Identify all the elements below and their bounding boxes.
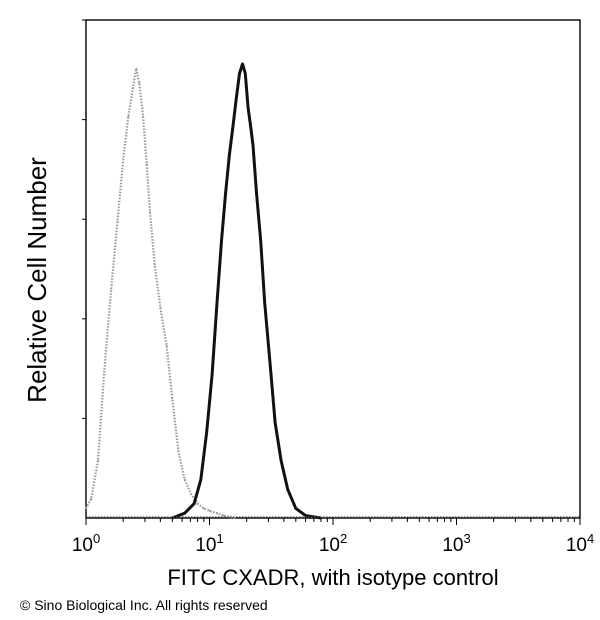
data-point-isotype-control [110, 287, 113, 290]
x-tick-label: 100 [72, 531, 100, 556]
data-point-cxadr [286, 488, 289, 491]
data-point-isotype-control [90, 498, 92, 500]
data-point-isotype-control [103, 373, 105, 376]
x-axis-tick-labels: 100 101 102 103 104 [72, 531, 594, 556]
data-point-isotype-control [222, 514, 225, 517]
data-point-isotype-control [135, 67, 138, 70]
histogram-chart: 100 101 102 103 104 FITC CXADR, with isotype… [22, 19, 594, 590]
data-point-cxadr [210, 373, 214, 376]
data-point-cxadr [228, 153, 231, 156]
data-point-isotype-control [145, 163, 148, 166]
x-tick-label: 102 [319, 531, 347, 556]
data-point-isotype-control [171, 397, 174, 400]
data-point-cxadr [294, 507, 297, 510]
data-point-isotype-control [142, 115, 145, 118]
x-tick-label: 104 [566, 531, 594, 556]
data-point-cxadr [246, 105, 250, 109]
data-point-isotype-control [196, 502, 199, 505]
x-tick-label: 101 [195, 531, 223, 556]
data-point-isotype-control [138, 82, 141, 84]
data-point-cxadr [249, 124, 252, 128]
data-point-cxadr [205, 430, 208, 434]
data-point-cxadr [241, 62, 244, 66]
data-point-isotype-control [159, 306, 162, 309]
data-point-isotype-control [177, 450, 180, 452]
data-point-cxadr [238, 72, 241, 75]
data-point-cxadr [279, 459, 283, 462]
data-point-cxadr [215, 301, 219, 305]
x-axis-title: FITC CXADR, with isotype control [167, 565, 498, 590]
plot-frame [85, 19, 581, 519]
series-line-cxadr [171, 62, 322, 520]
series-line-isotype-control [85, 67, 235, 520]
data-point-isotype-control [165, 345, 168, 347]
x-axis-ticks [85, 518, 581, 525]
data-point-isotype-control [183, 478, 186, 481]
data-point-isotype-control [122, 158, 125, 161]
data-point-isotype-control [190, 493, 193, 495]
data-point-isotype-control [97, 459, 99, 462]
data-point-cxadr [231, 124, 235, 128]
series-layer [85, 62, 580, 520]
y-axis-title: Relative Cell Number [22, 157, 52, 403]
data-point-isotype-control [132, 86, 134, 89]
data-point-cxadr [235, 96, 238, 99]
data-point-cxadr [273, 421, 277, 424]
data-point-isotype-control [149, 211, 151, 214]
data-point-isotype-control [116, 220, 119, 223]
data-point-isotype-control [127, 115, 130, 118]
data-point-cxadr [244, 72, 247, 75]
x-tick-label: 103 [442, 531, 470, 556]
data-point-cxadr [183, 512, 186, 515]
data-point-cxadr [224, 191, 227, 195]
data-point-isotype-control [85, 507, 87, 510]
data-point-isotype-control [216, 512, 218, 515]
data-point-cxadr [199, 478, 202, 481]
data-point-cxadr [251, 144, 255, 147]
data-point-cxadr [220, 239, 223, 242]
copyright-notice: © Sino Biological Inc. All rights reserv… [20, 597, 268, 613]
data-point-cxadr [304, 514, 307, 517]
y-axis-ticks [82, 19, 86, 419]
data-point-cxadr [171, 516, 174, 520]
data-point-cxadr [255, 191, 258, 195]
data-point-isotype-control [208, 509, 211, 512]
data-point-cxadr [192, 502, 196, 505]
data-point-cxadr [259, 239, 262, 242]
data-point-isotype-control [153, 263, 156, 266]
data-point-isotype-control [202, 507, 205, 510]
data-point-cxadr [263, 301, 266, 305]
data-point-cxadr [269, 363, 272, 367]
